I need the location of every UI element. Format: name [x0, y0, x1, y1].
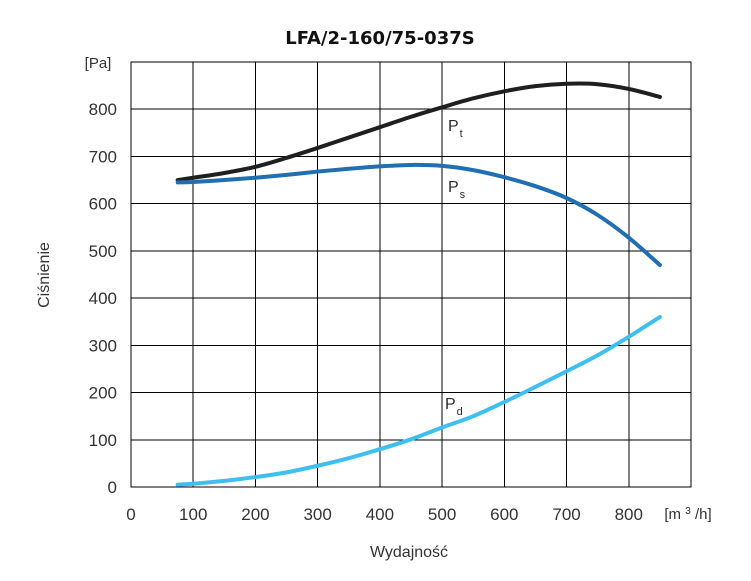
series-label-pd-subscript: d [457, 406, 463, 418]
series-label-ps: Ps [448, 179, 466, 201]
y-tick-label-400: 400 [89, 289, 117, 308]
grid-layer [131, 62, 691, 487]
series-label-pt: Pt [448, 118, 463, 140]
series-label-pt-subscript: t [460, 128, 463, 140]
y-tick-label-0: 0 [108, 478, 117, 497]
y-tick-label-100: 100 [89, 431, 117, 450]
x-axis-unit-label: [m 3 /h] [664, 501, 711, 523]
series-label-pd: Pd [445, 396, 463, 418]
x-tick-label-300: 300 [303, 505, 331, 524]
y-tick-label-700: 700 [89, 147, 117, 166]
y-tick-label-600: 600 [89, 195, 117, 214]
x-axis-unit-suffix: /h] [695, 506, 712, 523]
y-tick-label-500: 500 [89, 242, 117, 261]
plot-frame [130, 61, 692, 488]
x-tick-labels: 0 100 200 300 400 500 600 700 800 [126, 505, 643, 524]
x-tick-label-400: 400 [366, 505, 394, 524]
x-tick-label-800: 800 [615, 505, 643, 524]
series-line-ps [175, 162, 662, 268]
x-tick-label-100: 100 [179, 505, 207, 524]
chart-title: LFA/2-160/75-037S [285, 28, 474, 49]
series-label-pd-main: P [445, 396, 456, 413]
series-layer [175, 81, 662, 487]
y-tick-label-200: 200 [89, 384, 117, 403]
x-tick-label-600: 600 [490, 505, 518, 524]
x-tick-label-0: 0 [126, 505, 135, 524]
x-axis-unit-superscript: 3 [685, 506, 691, 517]
x-tick-label-700: 700 [552, 505, 580, 524]
x-tick-label-500: 500 [428, 505, 456, 524]
y-tick-labels: 0 100 200 300 400 500 600 700 800 [89, 100, 117, 497]
series-label-pt-main: P [448, 118, 459, 135]
y-axis-unit-label: [Pa] [85, 55, 112, 72]
y-tick-label-800: 800 [89, 100, 117, 119]
y-tick-label-300: 300 [89, 336, 117, 355]
series-line-pd [175, 315, 662, 487]
series-label-ps-subscript: s [460, 189, 466, 201]
y-axis-label: Ciśnienie [36, 242, 53, 308]
x-axis-unit-prefix: [m [664, 506, 681, 523]
series-line-pt [175, 81, 662, 183]
series-label-ps-main: P [448, 179, 459, 196]
x-axis-label: Wydajność [370, 544, 448, 561]
x-tick-label-200: 200 [241, 505, 269, 524]
